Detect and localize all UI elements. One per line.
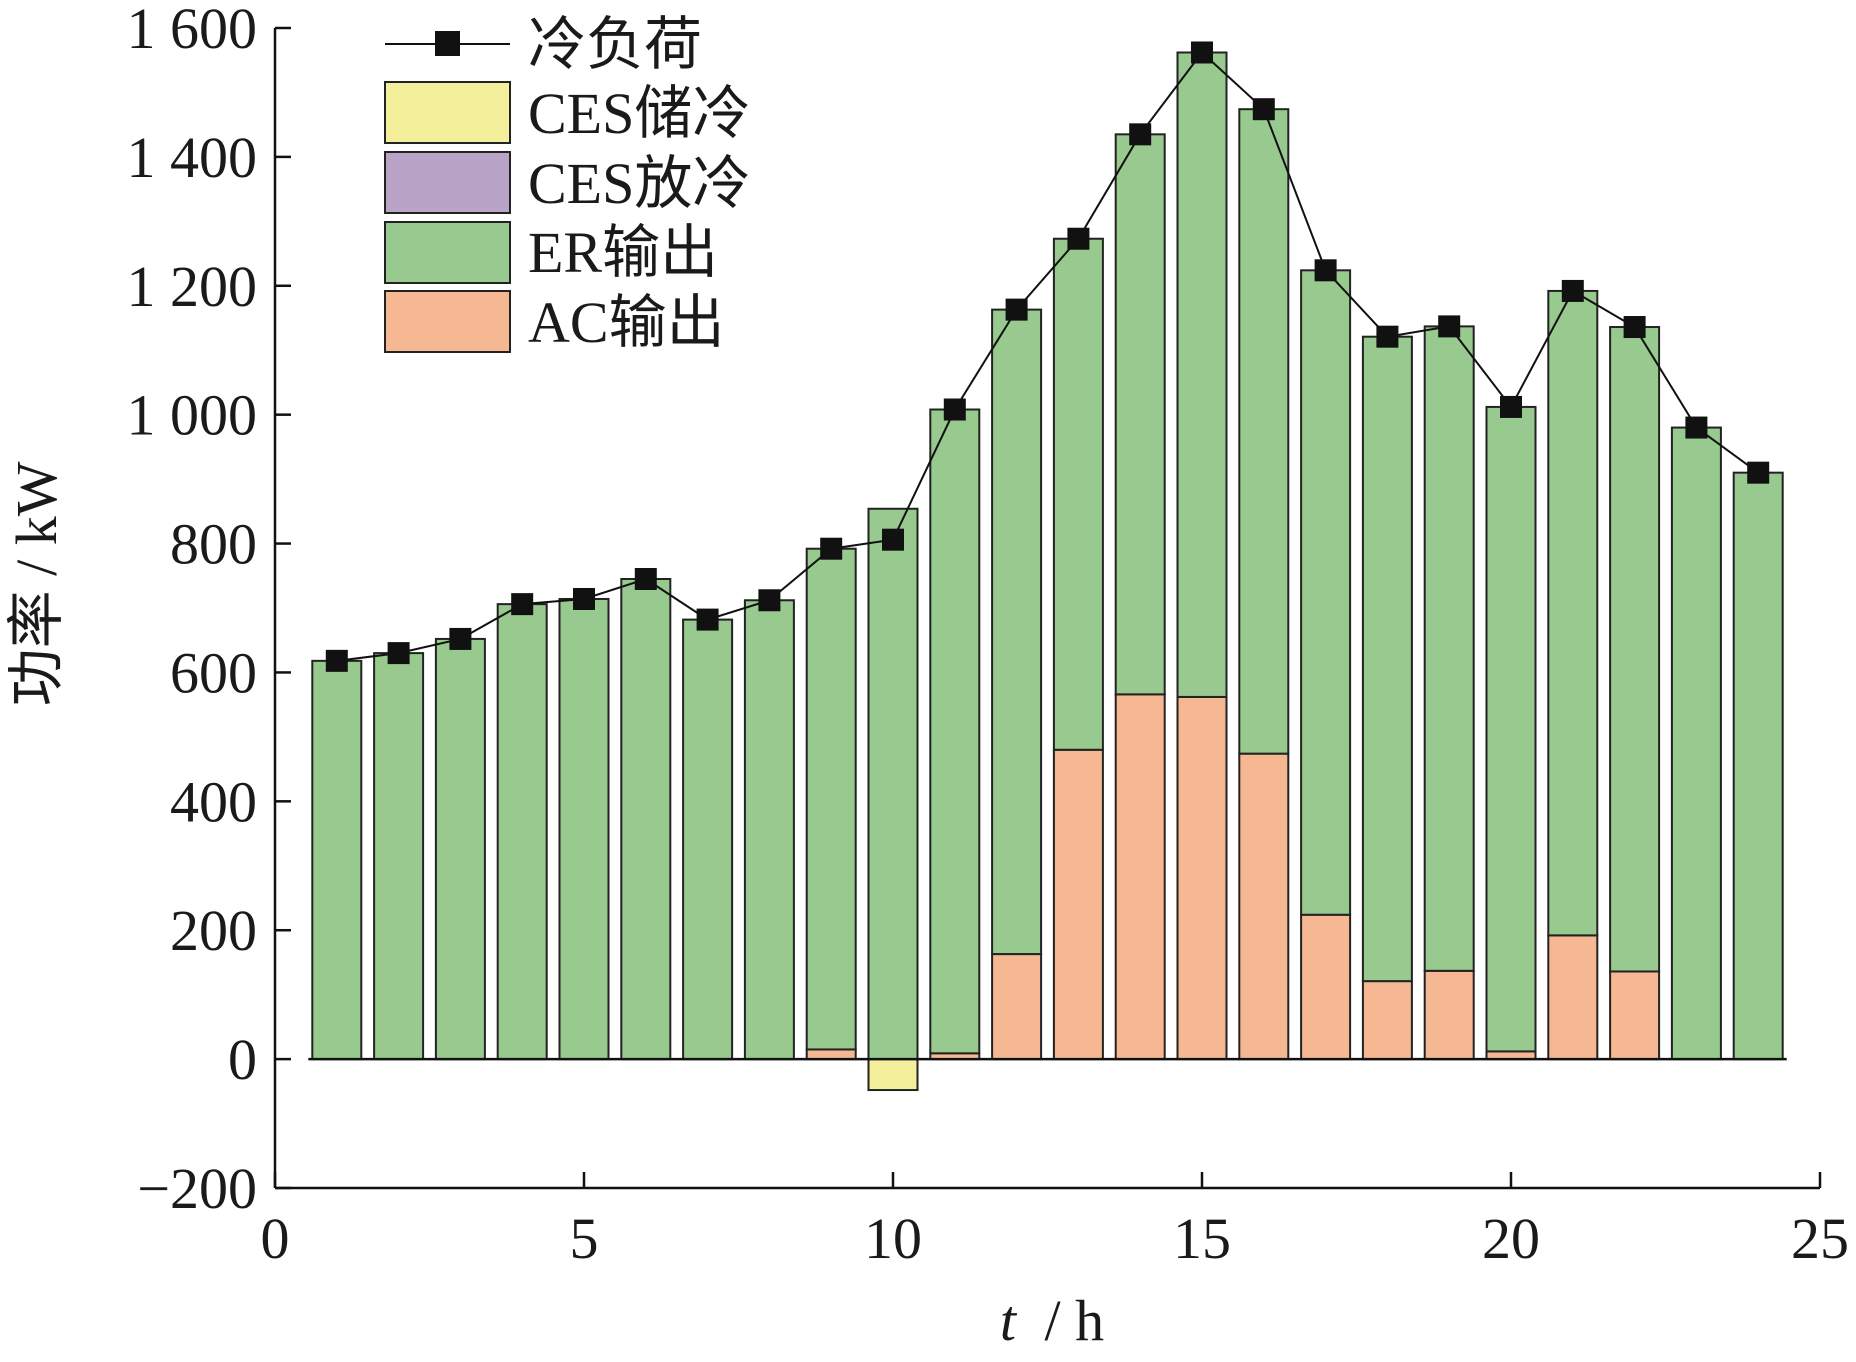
load-marker	[511, 593, 534, 616]
bar-ac-output	[1238, 752, 1290, 1061]
load-marker	[1623, 316, 1646, 339]
legend-label-er-output: ER输出	[528, 220, 718, 285]
bar-ac-output	[1300, 913, 1352, 1061]
x-tick-label: 10	[864, 1206, 922, 1271]
legend-label-load: 冷负荷	[528, 12, 702, 77]
x-axis-unit: / h	[1045, 1288, 1105, 1353]
bar-er-output	[1423, 325, 1475, 972]
bar-er-output	[496, 603, 548, 1061]
bar-er-output	[805, 547, 857, 1051]
bar-ac-output	[1361, 980, 1413, 1061]
x-axis-label: t / h	[1000, 1288, 1104, 1353]
bar-er-output	[311, 659, 363, 1061]
legend-swatch-ces-discharge	[384, 151, 511, 214]
bar-er-output	[1670, 426, 1722, 1061]
y-tick-label: 600	[170, 640, 257, 705]
load-marker	[882, 528, 904, 551]
bar-er-output	[1300, 269, 1352, 916]
legend: 冷负荷 CES储冷 CES放冷 ER输出 AC输出	[384, 12, 750, 355]
y-tick-label: 800	[170, 512, 257, 577]
y-tick-label: 1 000	[127, 383, 258, 448]
load-marker	[1129, 123, 1152, 146]
y-tick-label: 1 600	[127, 0, 258, 61]
load-marker	[325, 649, 348, 672]
load-marker	[449, 627, 472, 650]
bar-er-output	[682, 618, 734, 1061]
bar-ac-output	[1547, 934, 1599, 1061]
x-tick-label: 0	[261, 1206, 290, 1271]
x-tick-label: 5	[570, 1206, 599, 1271]
y-axis-label: 功率 / kW	[4, 461, 69, 706]
bar-er-output	[1361, 335, 1413, 983]
load-marker	[634, 568, 657, 590]
load-marker	[1005, 298, 1028, 321]
legend-swatch-er-output	[384, 221, 511, 284]
bar-er-output	[1732, 471, 1784, 1061]
bar-er-output	[867, 507, 919, 1061]
load-marker	[1067, 227, 1090, 250]
legend-marker-swatch	[435, 31, 460, 56]
legend-swatch-ac-output	[384, 290, 511, 353]
bar-er-output	[1609, 326, 1661, 973]
load-marker	[820, 537, 843, 560]
load-marker	[1252, 98, 1275, 121]
bars-group	[308, 51, 1787, 1092]
bar-ac-output	[1176, 695, 1228, 1061]
load-marker	[1685, 416, 1708, 439]
bar-er-output	[1114, 133, 1166, 696]
y-tick-label: 400	[170, 769, 257, 834]
load-marker	[696, 608, 719, 631]
y-tick-label: 1 200	[127, 254, 258, 319]
load-marker	[573, 587, 595, 610]
y-tick-label: 1 400	[127, 125, 258, 190]
bar-er-output	[373, 652, 425, 1061]
bar-er-output	[743, 599, 795, 1061]
load-marker	[943, 398, 966, 421]
load-marker	[1438, 315, 1461, 338]
load-marker	[1376, 325, 1399, 348]
bar-er-output	[1052, 237, 1104, 751]
bar-ces-charge	[867, 1058, 919, 1092]
legend-label-ces-discharge: CES放冷	[528, 151, 750, 216]
bar-er-output	[929, 408, 981, 1055]
y-tick-label: 200	[170, 898, 257, 963]
y-tick-label: −200	[137, 1156, 257, 1221]
load-marker	[1500, 395, 1522, 418]
load-marker	[1747, 461, 1770, 484]
bar-ac-output	[1114, 693, 1166, 1061]
x-tick-label: 20	[1482, 1206, 1540, 1271]
load-marker	[1191, 41, 1213, 64]
bar-er-output	[991, 308, 1043, 956]
legend-label-ces-charge: CES储冷	[528, 81, 750, 146]
load-line-group	[325, 41, 1770, 672]
legend-label-ac-output: AC输出	[528, 290, 725, 355]
x-axis-variable: t	[1000, 1288, 1018, 1353]
bar-er-output	[1547, 289, 1599, 937]
bar-ac-output	[805, 1048, 857, 1061]
bar-er-output	[558, 597, 610, 1061]
bar-er-output	[434, 637, 486, 1061]
x-tick-label: 25	[1791, 1206, 1849, 1271]
x-tick-label: 15	[1173, 1206, 1231, 1271]
bar-er-output	[1485, 405, 1537, 1053]
load-marker	[758, 589, 781, 612]
load-marker	[387, 642, 410, 665]
bar-er-output	[620, 578, 672, 1061]
bar-ac-output	[991, 953, 1043, 1061]
bar-er-output	[1238, 108, 1290, 755]
bar-ac-output	[1052, 748, 1104, 1061]
bar-ac-output	[1609, 970, 1661, 1061]
y-tick-label: 0	[228, 1027, 257, 1092]
load-marker	[1561, 279, 1584, 302]
bar-er-output	[1176, 51, 1228, 698]
load-marker	[1314, 259, 1337, 282]
bar-ac-output	[1423, 969, 1475, 1061]
legend-swatch-ces-charge	[384, 81, 511, 144]
